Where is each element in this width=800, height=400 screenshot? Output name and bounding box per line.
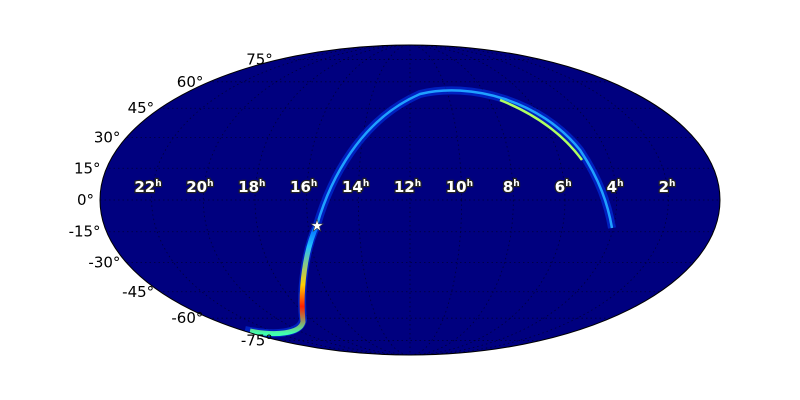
arc-north — [315, 89, 614, 229]
grid-lines — [100, 45, 720, 355]
dec-tick-label: 30° — [94, 128, 121, 146]
dec-tick-label: 0° — [77, 191, 94, 209]
arc-south — [249, 223, 320, 337]
star-marker-icon: ★ — [310, 216, 324, 235]
ra-tick-label: 6h — [555, 178, 572, 196]
meridian-gridline — [151, 45, 669, 355]
sky-background — [100, 45, 720, 355]
dec-tick-label: 15° — [74, 159, 101, 177]
dec-tick-label: -75° — [241, 331, 273, 349]
probability-arc — [244, 86, 616, 338]
dec-tick-label: -45° — [122, 283, 154, 301]
dec-tick-label: -15° — [69, 223, 101, 241]
dec-tick-label: 60° — [177, 73, 204, 91]
arc-north-peak — [499, 98, 584, 161]
meridian-gridline — [254, 45, 566, 355]
sky-boundary — [99, 44, 721, 356]
dec-tick-label: -60° — [171, 309, 203, 327]
dec-tick-label: -30° — [88, 254, 120, 272]
dec-tick-label: 75° — [246, 51, 273, 69]
meridian-gridline — [202, 45, 618, 355]
meridian-gridline — [306, 45, 514, 355]
dec-tick-label: 45° — [128, 99, 155, 117]
